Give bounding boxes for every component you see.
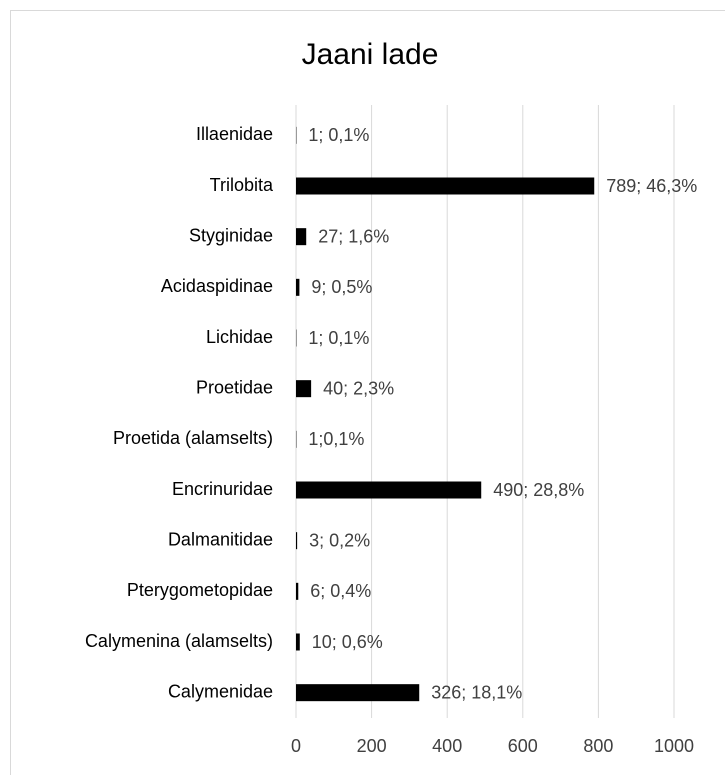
data-label: 789; 46,3% xyxy=(606,176,697,196)
y-tick-label: Lichidae xyxy=(206,327,273,347)
y-tick-label: Dalmanitidae xyxy=(168,529,273,549)
y-tick-label: Encrinuridae xyxy=(172,479,273,499)
x-tick-label: 1000 xyxy=(654,736,694,756)
bar xyxy=(296,684,420,702)
y-tick-label: Proetidae xyxy=(196,377,273,397)
y-tick-label: Trilobita xyxy=(210,175,274,195)
y-tick-label: Styginidae xyxy=(189,225,273,245)
y-tick-label: Acidaspidinae xyxy=(161,276,273,296)
x-tick-label: 800 xyxy=(583,736,613,756)
y-tick-label: Calymenidae xyxy=(168,681,273,701)
data-label: 490; 28,8% xyxy=(493,480,584,500)
data-label: 1; 0,1% xyxy=(308,328,369,348)
data-label: 27; 1,6% xyxy=(318,226,389,246)
x-tick-label: 400 xyxy=(432,736,462,756)
data-label: 3; 0,2% xyxy=(309,530,370,550)
bar xyxy=(296,177,595,195)
bar xyxy=(296,532,298,550)
data-label: 6; 0,4% xyxy=(310,581,371,601)
bar xyxy=(296,228,307,246)
y-tick-label: Illaenidae xyxy=(196,124,273,144)
data-label: 10; 0,6% xyxy=(312,632,383,652)
data-label: 326; 18,1% xyxy=(431,682,522,702)
data-label: 1;0,1% xyxy=(308,429,364,449)
x-tick-label: 0 xyxy=(291,736,301,756)
x-tick-label: 600 xyxy=(508,736,538,756)
bar xyxy=(296,481,482,499)
bar xyxy=(296,380,312,398)
data-label: 1; 0,1% xyxy=(308,125,369,145)
x-tick-label: 200 xyxy=(357,736,387,756)
y-tick-label: Calymenina (alamselts) xyxy=(85,631,273,651)
y-tick-label: Pterygometopidae xyxy=(127,580,273,600)
bar xyxy=(296,278,300,296)
chart-title: Jaani lade xyxy=(302,38,439,71)
data-label: 9; 0,5% xyxy=(311,277,372,297)
data-label: 40; 2,3% xyxy=(323,378,394,398)
bar xyxy=(296,582,299,600)
y-tick-label: Proetida (alamselts) xyxy=(113,428,273,448)
bar xyxy=(296,633,300,651)
